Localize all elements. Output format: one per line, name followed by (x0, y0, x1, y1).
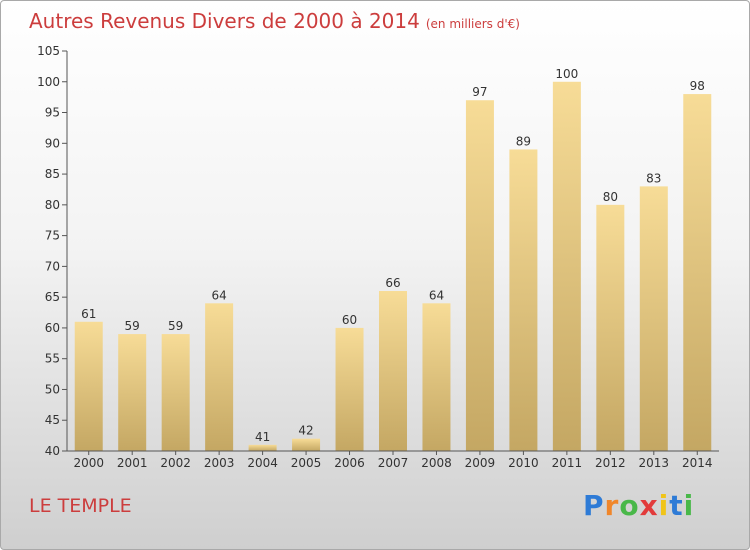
y-tick-label: 85 (45, 167, 60, 181)
bar-value-label: 89 (516, 134, 531, 148)
y-tick-label: 55 (45, 352, 60, 366)
x-tick-label: 2013 (639, 456, 670, 470)
y-tick-label: 105 (37, 44, 60, 58)
logo-letter: x (639, 489, 659, 522)
x-tick-label: 2005 (291, 456, 322, 470)
x-tick-label: 2014 (682, 456, 713, 470)
x-tick-label: 2003 (204, 456, 235, 470)
bar-2011 (552, 81, 581, 452)
bar-value-label: 80 (603, 190, 618, 204)
y-tick-label: 75 (45, 229, 60, 243)
y-tick-label: 80 (45, 198, 60, 212)
x-tick-label: 2007 (378, 456, 409, 470)
place-name: LE TEMPLE (29, 495, 132, 517)
x-tick-label: 2001 (117, 456, 148, 470)
bar-value-label: 59 (168, 319, 183, 333)
x-tick-label: 2006 (334, 456, 365, 470)
chart-title-text: Autres Revenus Divers de 2000 à 2014 (29, 9, 420, 33)
chart-title: Autres Revenus Divers de 2000 à 2014 (en … (29, 9, 520, 33)
y-tick-label: 40 (45, 444, 60, 458)
proxiti-logo: Proxiti (583, 489, 694, 522)
y-tick-label: 90 (45, 136, 60, 150)
logo-letter: t (669, 489, 684, 522)
x-tick-label: 2002 (160, 456, 191, 470)
bar-value-label: 66 (385, 276, 400, 290)
logo-letter: o (619, 489, 640, 522)
bar-value-label: 60 (342, 313, 357, 327)
y-tick-label: 100 (37, 75, 60, 89)
x-tick-label: 2010 (508, 456, 539, 470)
y-tick-label: 50 (45, 382, 60, 396)
bar-value-label: 64 (429, 288, 444, 302)
chart-unit: (en milliers d'€) (425, 17, 520, 31)
bar-2002 (161, 334, 190, 451)
bar-2000 (74, 321, 103, 451)
bar-value-label: 41 (255, 430, 270, 444)
bar-2008 (422, 303, 451, 451)
x-tick-label: 2009 (465, 456, 496, 470)
bar-2007 (379, 291, 407, 451)
logo-letter: i (683, 489, 695, 522)
logo-letter: P (583, 489, 605, 522)
y-tick-label: 95 (45, 106, 60, 120)
bar-2012 (596, 204, 625, 451)
bar-2010 (509, 149, 538, 451)
bar-value-label: 83 (646, 171, 661, 185)
bar-2003 (205, 303, 234, 451)
bar-2001 (118, 334, 147, 451)
bar-2006 (335, 327, 364, 451)
bar-value-label: 42 (298, 424, 313, 438)
bar-2004 (248, 444, 277, 451)
x-tick-label: 2008 (421, 456, 452, 470)
bar-value-label: 100 (555, 67, 578, 81)
y-tick-label: 45 (45, 413, 60, 427)
x-tick-label: 2000 (73, 456, 104, 470)
bar-value-label: 59 (125, 319, 140, 333)
bar-value-label: 64 (211, 288, 226, 302)
y-tick-label: 70 (45, 259, 60, 273)
x-tick-label: 2011 (552, 456, 583, 470)
bar-2005 (292, 438, 321, 451)
bar-2013 (639, 186, 668, 451)
bar-value-label: 98 (690, 79, 705, 93)
x-tick-label: 2012 (595, 456, 626, 470)
bar-value-label: 61 (81, 307, 96, 321)
y-tick-label: 60 (45, 321, 60, 335)
x-tick-label: 2004 (247, 456, 278, 470)
bar-2014 (683, 94, 712, 452)
bar-2009 (465, 100, 494, 451)
y-tick-label: 65 (45, 290, 60, 304)
logo-letter: r (604, 489, 620, 522)
bar-value-label: 97 (472, 85, 487, 99)
logo-letter: i (658, 489, 670, 522)
